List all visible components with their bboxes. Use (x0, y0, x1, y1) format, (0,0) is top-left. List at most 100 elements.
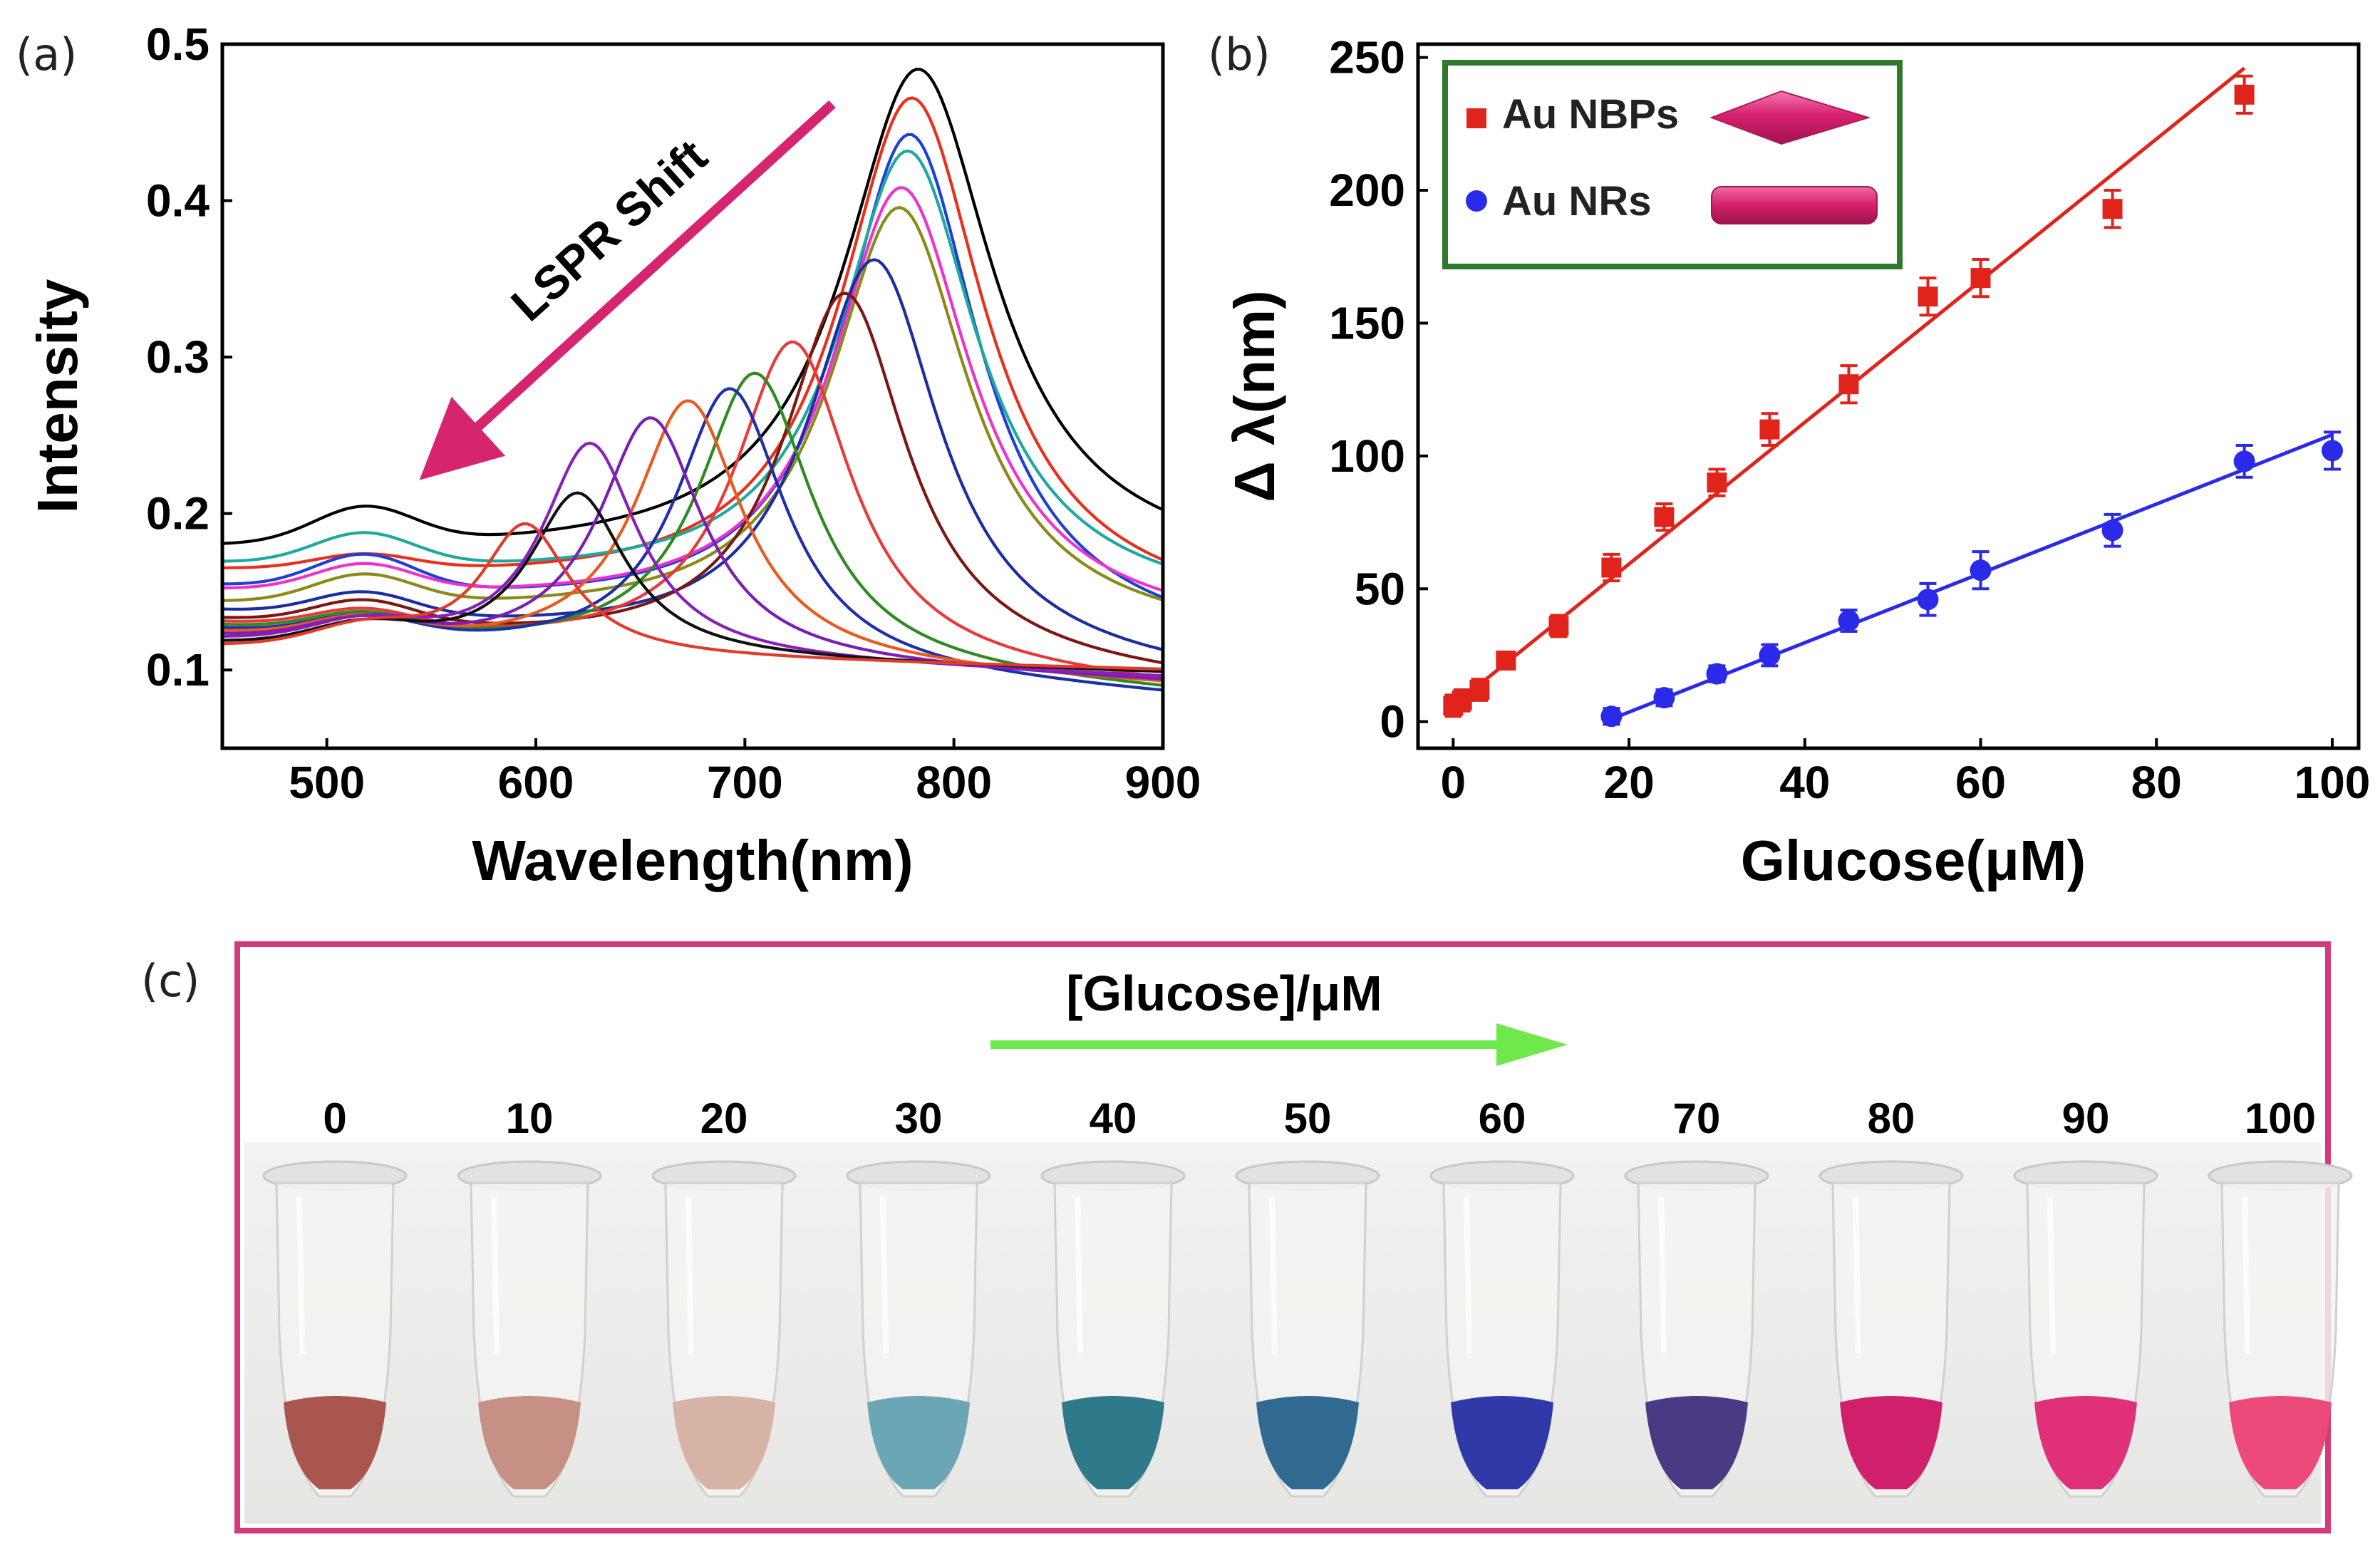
data-point-square (1452, 690, 1472, 710)
y-tick-label: 250 (1329, 32, 1405, 83)
tube-glare (1658, 1196, 1667, 1355)
spectrum-line-9 (222, 340, 1163, 679)
data-point-square (1918, 286, 1938, 307)
tube-40: 40 (1040, 1095, 1186, 1498)
tube-solution (1062, 1396, 1164, 1489)
legend-frame (1442, 60, 1903, 269)
calibration-plot (1443, 66, 2343, 728)
tube-label: 60 (1479, 1095, 1526, 1142)
tube-solution (1451, 1396, 1553, 1489)
spectrum-line-5 (222, 186, 1163, 592)
spectrum-line-7 (222, 258, 1163, 651)
data-point-circle (1706, 663, 1728, 685)
tube-glare (1269, 1196, 1278, 1355)
tube-solution (867, 1396, 970, 1489)
tube-solution (2034, 1396, 2137, 1489)
tube-solution (478, 1396, 581, 1489)
x-tick-label: 800 (916, 757, 992, 808)
data-point-circle (1600, 705, 1623, 728)
data-point-square (1469, 679, 1490, 700)
y-tick-label: 50 (1355, 563, 1405, 614)
data-point-circle (1917, 589, 1939, 611)
spectrum-line-4 (222, 149, 1163, 566)
nanorod-icon (1711, 186, 1878, 224)
data-point-circle (2101, 519, 2123, 542)
tube-label: 10 (506, 1095, 554, 1142)
data-point-square (1654, 507, 1675, 527)
y-tick-label: 100 (1329, 430, 1405, 482)
x-tick-label: 100 (2294, 757, 2371, 808)
tube-solution (673, 1396, 775, 1489)
tube-solution (1645, 1396, 1748, 1489)
spectrum-line-6 (222, 206, 1163, 602)
legend-label-nrs: Au NRs (1502, 178, 1651, 224)
panel-a-label: (a) (16, 29, 77, 81)
plot-b-ylabel: Δ λ(nm) (1223, 290, 1286, 502)
tube-solution (1840, 1396, 1942, 1489)
lspr-arrow (419, 100, 836, 480)
tube-glare (685, 1196, 694, 1355)
data-point-square (2234, 84, 2255, 105)
panel-b: (b) 0 20 40 60 80 100 0 50 100 150 200 250 Glucose(… (1208, 29, 2370, 892)
tube-glare (1853, 1196, 1861, 1355)
plot-b-xlabel: Glucose(μM) (1741, 829, 2086, 892)
tube-glare (2242, 1196, 2250, 1355)
data-point-square (1759, 419, 1780, 440)
tube-label: 50 (1284, 1095, 1332, 1142)
plot-b-ticks: 0 20 40 60 80 100 0 50 100 150 200 250 (1329, 32, 2370, 808)
data-point-circle (2233, 450, 2255, 472)
data-point-square (2102, 199, 2123, 219)
plot-a-ticks: 500 600 700 800 900 0.1 0.2 0.3 0.4 0.5 (146, 19, 1201, 808)
data-point-square (1496, 650, 1516, 671)
x-tick-label: 900 (1125, 757, 1201, 808)
tube-60: 60 (1429, 1095, 1575, 1498)
tube-80: 80 (1818, 1095, 1964, 1498)
y-tick-label: 0.1 (146, 644, 209, 695)
data-point-circle (1970, 559, 1992, 581)
tube-0: 0 (262, 1095, 408, 1498)
plot-a-ylabel: Intensity (26, 279, 89, 513)
x-tick-label: 700 (707, 757, 783, 808)
tube-glare (296, 1196, 305, 1355)
legend-marker-nbps (1466, 108, 1486, 128)
data-point-circle (1838, 610, 1860, 632)
x-tick-label: 60 (1955, 757, 2006, 808)
tube-glare (2047, 1196, 2056, 1355)
tube-solution (284, 1396, 386, 1489)
spectrum-line-1 (222, 68, 1163, 545)
x-tick-label: 20 (1603, 757, 1654, 808)
legend-label-nbps: Au NBPs (1502, 91, 1679, 138)
tube-10: 10 (457, 1095, 602, 1498)
y-tick-label: 0 (1380, 696, 1405, 748)
plot-a-frame (220, 42, 1165, 750)
spectra-curves (222, 68, 1163, 692)
y-tick-label: 200 (1329, 165, 1405, 216)
tube-50: 50 (1235, 1095, 1380, 1498)
tube-glare (491, 1196, 500, 1355)
x-tick-label: 500 (289, 757, 365, 808)
legend-marker-nrs (1466, 190, 1487, 212)
x-tick-label: 0 (1441, 757, 1466, 808)
tube-70: 70 (1624, 1095, 1769, 1498)
y-tick-label: 0.3 (146, 331, 209, 383)
data-point-square (1548, 616, 1569, 636)
fit-line-2 (1610, 433, 2333, 721)
data-point-square (1970, 268, 1991, 289)
spectrum-line-8 (222, 291, 1163, 665)
y-tick-label: 0.4 (146, 175, 209, 227)
data-point-circle (1653, 687, 1675, 709)
tube-20: 20 (651, 1095, 797, 1498)
x-tick-label: 80 (2131, 757, 2182, 808)
tube-label: 20 (700, 1095, 748, 1142)
plot-a-xlabel: Wavelength(nm) (472, 829, 913, 892)
y-tick-label: 0.5 (146, 19, 209, 70)
y-tick-label: 0.2 (146, 488, 209, 539)
glucose-arrow (990, 1023, 1568, 1066)
tube-100: 100 (2208, 1095, 2353, 1498)
tube-30: 30 (846, 1095, 991, 1498)
data-point-square (1707, 472, 1727, 493)
tube-row: 0 10 20 30 40 50 60 70 80 90 100 (262, 1095, 2353, 1498)
spectrum-line-10 (222, 371, 1163, 687)
panel-a: (a) 500 600 700 800 900 0.1 0.2 0.3 0.4 0.5 Wavel… (16, 19, 1201, 892)
photo-title: [Glucose]/μM (1066, 966, 1382, 1021)
